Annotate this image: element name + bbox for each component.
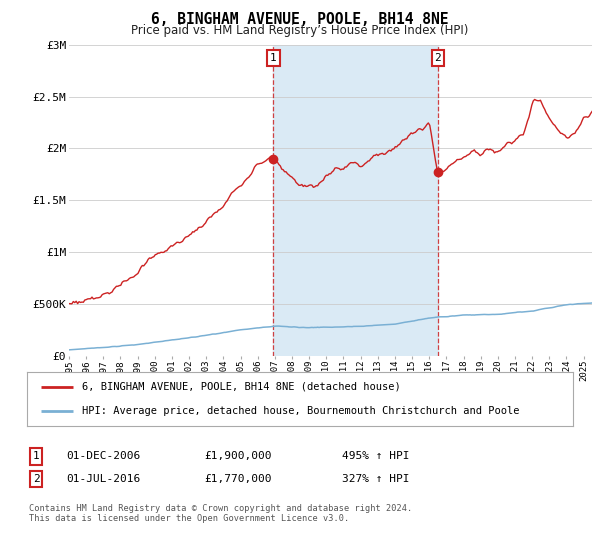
Text: £1,770,000: £1,770,000 <box>204 474 271 484</box>
Text: 1: 1 <box>32 451 40 461</box>
Text: Contains HM Land Registry data © Crown copyright and database right 2024.
This d: Contains HM Land Registry data © Crown c… <box>29 504 412 524</box>
Text: 01-JUL-2016: 01-JUL-2016 <box>66 474 140 484</box>
Text: 2: 2 <box>32 474 40 484</box>
Bar <box>274 45 438 356</box>
Text: HPI: Average price, detached house, Bournemouth Christchurch and Poole: HPI: Average price, detached house, Bour… <box>82 406 519 416</box>
Text: 1: 1 <box>270 53 277 63</box>
Text: 6, BINGHAM AVENUE, POOLE, BH14 8NE (detached house): 6, BINGHAM AVENUE, POOLE, BH14 8NE (deta… <box>82 382 400 392</box>
Text: 327% ↑ HPI: 327% ↑ HPI <box>342 474 409 484</box>
Text: 6, BINGHAM AVENUE, POOLE, BH14 8NE: 6, BINGHAM AVENUE, POOLE, BH14 8NE <box>151 12 449 27</box>
Text: Price paid vs. HM Land Registry’s House Price Index (HPI): Price paid vs. HM Land Registry’s House … <box>131 24 469 37</box>
Text: £1,900,000: £1,900,000 <box>204 451 271 461</box>
Text: 01-DEC-2006: 01-DEC-2006 <box>66 451 140 461</box>
Text: 495% ↑ HPI: 495% ↑ HPI <box>342 451 409 461</box>
Text: 2: 2 <box>434 53 441 63</box>
